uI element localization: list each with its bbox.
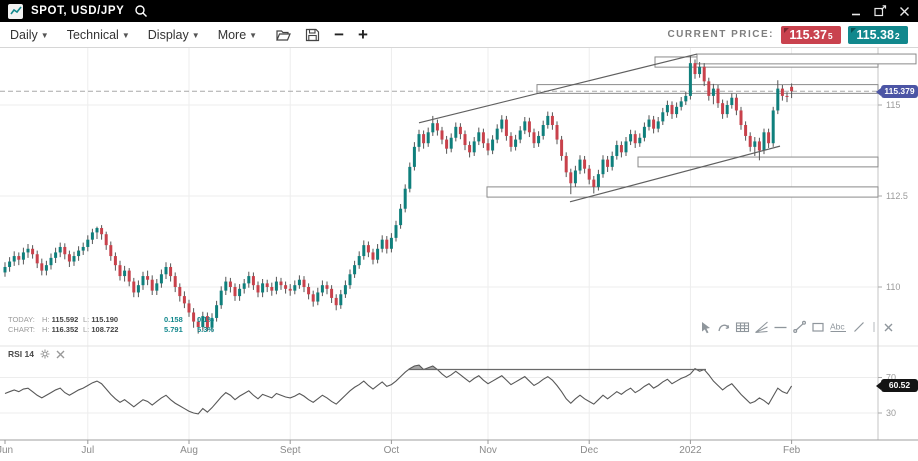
rsi-label: RSI 14 xyxy=(8,349,34,359)
svg-text:70: 70 xyxy=(886,373,896,383)
rectangle-tool-icon[interactable] xyxy=(811,320,825,334)
chart-area: 115 112.5 110 70 30 Jun Jul Aug Sept Oct Nov Dec 202… xyxy=(0,48,918,461)
window-title: SPOT, USD/JPY xyxy=(31,5,125,17)
zoom-in-button[interactable]: + xyxy=(358,25,368,44)
open-folder-icon[interactable] xyxy=(275,28,291,42)
title-bar: SPOT, USD/JPY xyxy=(0,0,918,22)
save-icon[interactable] xyxy=(305,28,320,42)
fan-lines-tool-icon[interactable] xyxy=(754,320,769,334)
svg-text:112.5: 112.5 xyxy=(886,191,908,201)
menu-timeframe[interactable]: Daily ▼ xyxy=(10,27,49,42)
chevron-down-icon: ▼ xyxy=(40,30,49,40)
ask-price-button[interactable]: 115.38 2 xyxy=(848,25,908,44)
remove-indicator-icon[interactable] xyxy=(56,350,65,359)
svg-text:110: 110 xyxy=(886,282,900,292)
svg-text:Jul: Jul xyxy=(81,445,94,456)
current-price-group: CURRENT PRICE: 115.37 5 115.38 2 xyxy=(667,25,908,44)
svg-text:Abc: Abc xyxy=(830,322,845,332)
rsi-value-axis-marker: 60.52 xyxy=(876,379,918,392)
fib-grid-tool-icon[interactable] xyxy=(735,320,750,334)
app-logo-icon xyxy=(8,3,23,19)
drawing-toolbar: Abc xyxy=(699,320,895,334)
close-button[interactable] xyxy=(899,6,910,17)
svg-text:30: 30 xyxy=(886,408,896,418)
svg-text:Oct: Oct xyxy=(384,445,400,456)
chevron-down-icon: ▼ xyxy=(191,30,200,40)
today-stats-row: TODAY: H: 115.592 L: 115.190 0.158 0.1% xyxy=(8,315,215,324)
menu-more[interactable]: More ▼ xyxy=(217,27,258,42)
pointer-tool-icon[interactable] xyxy=(699,320,713,334)
curve-tool-icon[interactable] xyxy=(717,320,731,334)
chart-canvas[interactable]: 115 112.5 110 70 30 Jun Jul Aug Sept Oct Nov Dec 202… xyxy=(0,48,918,461)
trendline-tool-icon[interactable] xyxy=(792,320,807,334)
ray-tool-icon[interactable] xyxy=(852,320,866,334)
zoom-out-button[interactable]: − xyxy=(334,25,345,44)
menu-technical[interactable]: Technical ▼ xyxy=(66,27,130,42)
chevron-down-icon: ▼ xyxy=(249,30,258,40)
horizontal-line-tool-icon[interactable] xyxy=(773,320,788,334)
svg-text:2022: 2022 xyxy=(679,445,702,456)
toolbar-divider xyxy=(870,320,878,334)
chevron-down-icon: ▼ xyxy=(121,30,130,40)
minimize-button[interactable] xyxy=(851,6,862,17)
menu-display[interactable]: Display ▼ xyxy=(147,27,200,42)
price-stats-legend: TODAY: H: 115.592 L: 115.190 0.158 0.1% … xyxy=(8,315,214,335)
window-controls xyxy=(851,5,910,17)
svg-text:115: 115 xyxy=(886,100,900,110)
rsi-indicator-header: RSI 14 xyxy=(8,349,65,359)
svg-text:Feb: Feb xyxy=(783,445,801,456)
svg-text:Sept: Sept xyxy=(280,445,301,456)
svg-text:Jun: Jun xyxy=(0,445,13,456)
svg-text:Aug: Aug xyxy=(180,445,198,456)
svg-text:Nov: Nov xyxy=(479,445,497,456)
bid-price-button[interactable]: 115.37 5 xyxy=(781,25,841,44)
gear-icon[interactable] xyxy=(40,349,50,359)
svg-text:Dec: Dec xyxy=(580,445,598,456)
chart-stats-row: CHART: H: 116.352 L: 108.722 5.791 5.3% xyxy=(8,325,215,334)
search-icon[interactable] xyxy=(134,4,148,18)
close-drawing-toolbar-icon[interactable] xyxy=(882,320,895,334)
current-price-label: CURRENT PRICE: xyxy=(667,29,774,40)
text-tool-icon[interactable]: Abc xyxy=(829,320,848,334)
chart-toolbar: Daily ▼ Technical ▼ Display ▼ More ▼ − + CUR… xyxy=(0,22,918,48)
current-price-axis-marker: 115.379 xyxy=(876,85,918,98)
popout-button[interactable] xyxy=(874,5,887,17)
